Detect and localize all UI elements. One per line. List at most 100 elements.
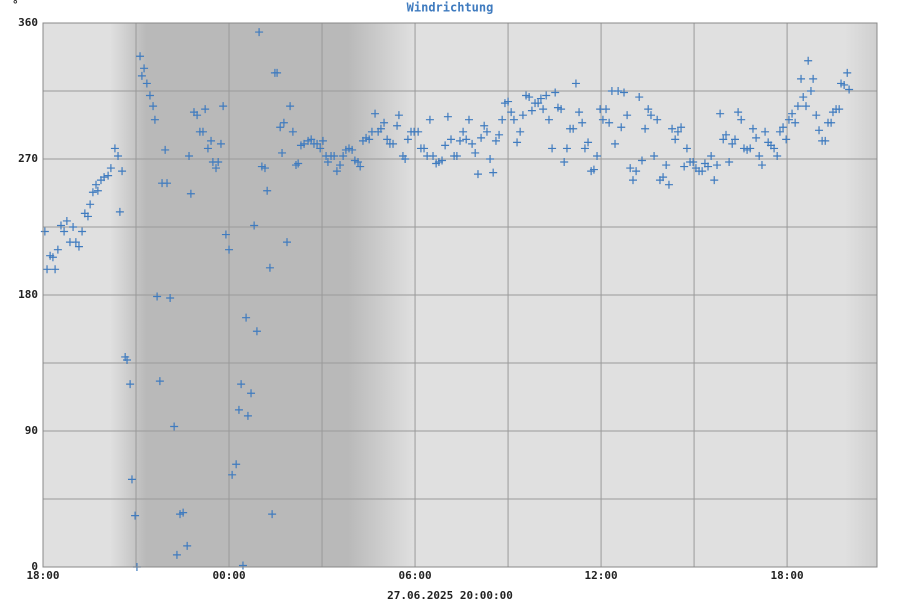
- data-point: [682, 144, 691, 153]
- data-point: [83, 212, 92, 221]
- x-tick-label: 18:00: [26, 569, 59, 582]
- data-point: [447, 135, 456, 144]
- data-point: [548, 144, 557, 153]
- data-point: [518, 111, 527, 120]
- data-point: [225, 245, 234, 254]
- data-point: [623, 111, 632, 120]
- data-point: [812, 111, 821, 120]
- data-point: [365, 135, 374, 144]
- data-point: [551, 88, 560, 97]
- data-point: [48, 253, 57, 262]
- data-point: [635, 93, 644, 102]
- data-point: [142, 79, 151, 88]
- data-point: [620, 88, 629, 97]
- y-tick-label: 270: [18, 152, 38, 165]
- data-point: [393, 121, 402, 130]
- x-tick-label: 06:00: [398, 569, 431, 582]
- data-point: [104, 171, 113, 180]
- data-point: [477, 133, 486, 142]
- data-point: [203, 144, 212, 153]
- data-point: [425, 115, 434, 124]
- data-point: [438, 156, 447, 165]
- data-point: [580, 144, 589, 153]
- data-point: [782, 135, 791, 144]
- data-point: [273, 68, 282, 77]
- data-point: [644, 105, 653, 114]
- data-point: [737, 115, 746, 124]
- data-point: [704, 162, 713, 171]
- data-point: [221, 230, 230, 239]
- data-point: [788, 109, 797, 118]
- data-point: [243, 411, 252, 420]
- data-point: [201, 105, 210, 114]
- data-point: [536, 94, 545, 103]
- data-point: [106, 164, 115, 173]
- data-point: [707, 151, 716, 160]
- data-point: [835, 105, 844, 114]
- data-point: [534, 99, 543, 108]
- data-point: [356, 162, 365, 171]
- data-point: [252, 327, 261, 336]
- data-point: [348, 145, 357, 154]
- data-point: [268, 510, 277, 519]
- data-point: [716, 109, 725, 118]
- data-point: [504, 97, 513, 106]
- data-point: [544, 115, 553, 124]
- data-point: [163, 179, 172, 188]
- data-point: [584, 138, 593, 147]
- data-point: [179, 508, 188, 517]
- data-point: [441, 141, 450, 150]
- data-point: [323, 158, 332, 167]
- data-point: [527, 106, 536, 115]
- data-point: [279, 118, 288, 127]
- data-point: [127, 475, 136, 484]
- data-point: [731, 135, 740, 144]
- data-point: [170, 422, 179, 431]
- data-point: [153, 292, 162, 301]
- data-point: [843, 68, 852, 77]
- data-point: [560, 158, 569, 167]
- data-point: [482, 127, 491, 136]
- data-point: [673, 127, 682, 136]
- data-point: [646, 111, 655, 120]
- data-point: [60, 227, 69, 236]
- x-tick-label: 00:00: [212, 569, 245, 582]
- x-tick-label: 18:00: [771, 569, 804, 582]
- data-point: [459, 127, 468, 136]
- data-point: [183, 541, 192, 550]
- data-point: [43, 265, 52, 274]
- data-point: [710, 176, 719, 185]
- data-point: [495, 130, 504, 139]
- data-point: [569, 124, 578, 133]
- data-point: [562, 144, 571, 153]
- data-point: [821, 136, 830, 145]
- data-point: [757, 161, 766, 170]
- data-point: [650, 151, 659, 160]
- data-point: [403, 135, 412, 144]
- data-point: [578, 118, 587, 127]
- data-point: [118, 167, 127, 176]
- data-point: [238, 561, 247, 570]
- data-point: [456, 136, 464, 145]
- data-point: [263, 186, 272, 195]
- data-point: [557, 105, 566, 114]
- data-point: [86, 200, 95, 209]
- data-point: [288, 127, 297, 136]
- data-point: [260, 164, 269, 173]
- data-point: [389, 139, 398, 148]
- data-point: [775, 127, 784, 136]
- data-point: [498, 115, 507, 124]
- data-point: [380, 118, 389, 127]
- data-point: [725, 158, 734, 167]
- data-point: [793, 102, 802, 111]
- data-point: [802, 102, 811, 111]
- data-point: [734, 108, 743, 117]
- tick-labels: 0 90 180 270 360 18:00 00:00 06:00 12:00 18:00: [18, 16, 804, 582]
- data-point: [468, 139, 477, 148]
- data-point: [722, 130, 731, 139]
- data-point: [491, 136, 500, 145]
- data-point: [626, 164, 635, 173]
- data-point: [278, 148, 287, 157]
- data-point: [637, 156, 646, 165]
- data-point: [525, 93, 534, 102]
